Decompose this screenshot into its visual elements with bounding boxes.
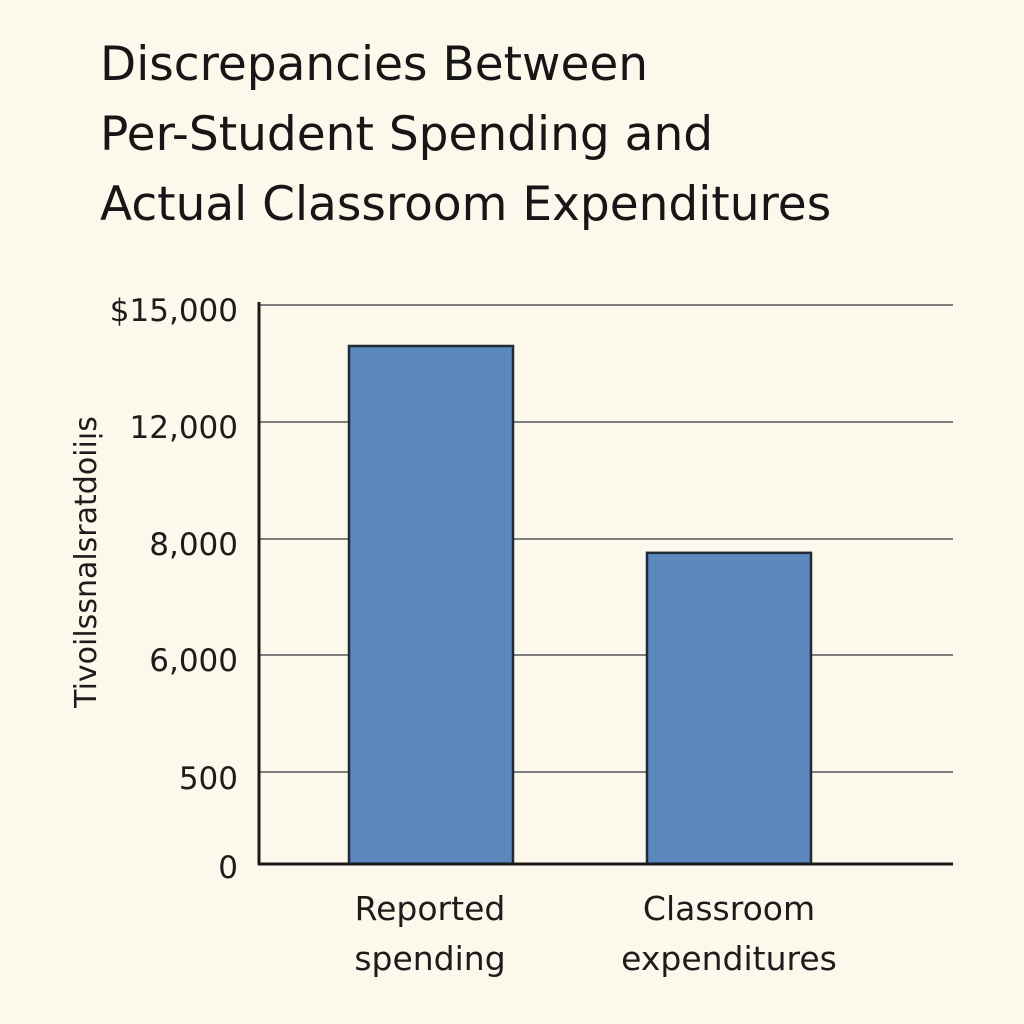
x-tick-label: expenditures	[621, 939, 837, 978]
chart-title: Discrepancies Between Per-Student Spendi…	[100, 30, 980, 240]
bar	[645, 551, 813, 866]
x-tick-label: Reported	[355, 889, 506, 928]
y-axis-label: Tivoilssnalsratdoiiᴉs	[69, 416, 104, 709]
x-axis-categories: Reported spending Classroom expenditures	[354, 889, 837, 978]
bars	[347, 344, 813, 866]
y-tick-label: 8,000	[149, 527, 238, 563]
y-tick-label: 500	[179, 761, 238, 797]
x-tick-label: Classroom	[643, 889, 815, 928]
axes	[257, 302, 953, 866]
chart-title-line: Per-Student Spending and	[100, 107, 714, 162]
x-tick-label: spending	[354, 939, 505, 978]
y-tick-label: 6,000	[149, 643, 238, 679]
y-axis-ticks: $15,000 12,000 8,000 6,000 500 0	[110, 293, 238, 886]
chart-title-line: Discrepancies Between	[100, 37, 649, 92]
chart-title-line: Actual Classroom Expenditures	[100, 177, 832, 232]
y-tick-label: 0	[218, 850, 238, 886]
y-tick-label: 12,000	[130, 410, 238, 446]
y-tick-label: $15,000	[110, 293, 238, 329]
bar	[347, 344, 515, 866]
